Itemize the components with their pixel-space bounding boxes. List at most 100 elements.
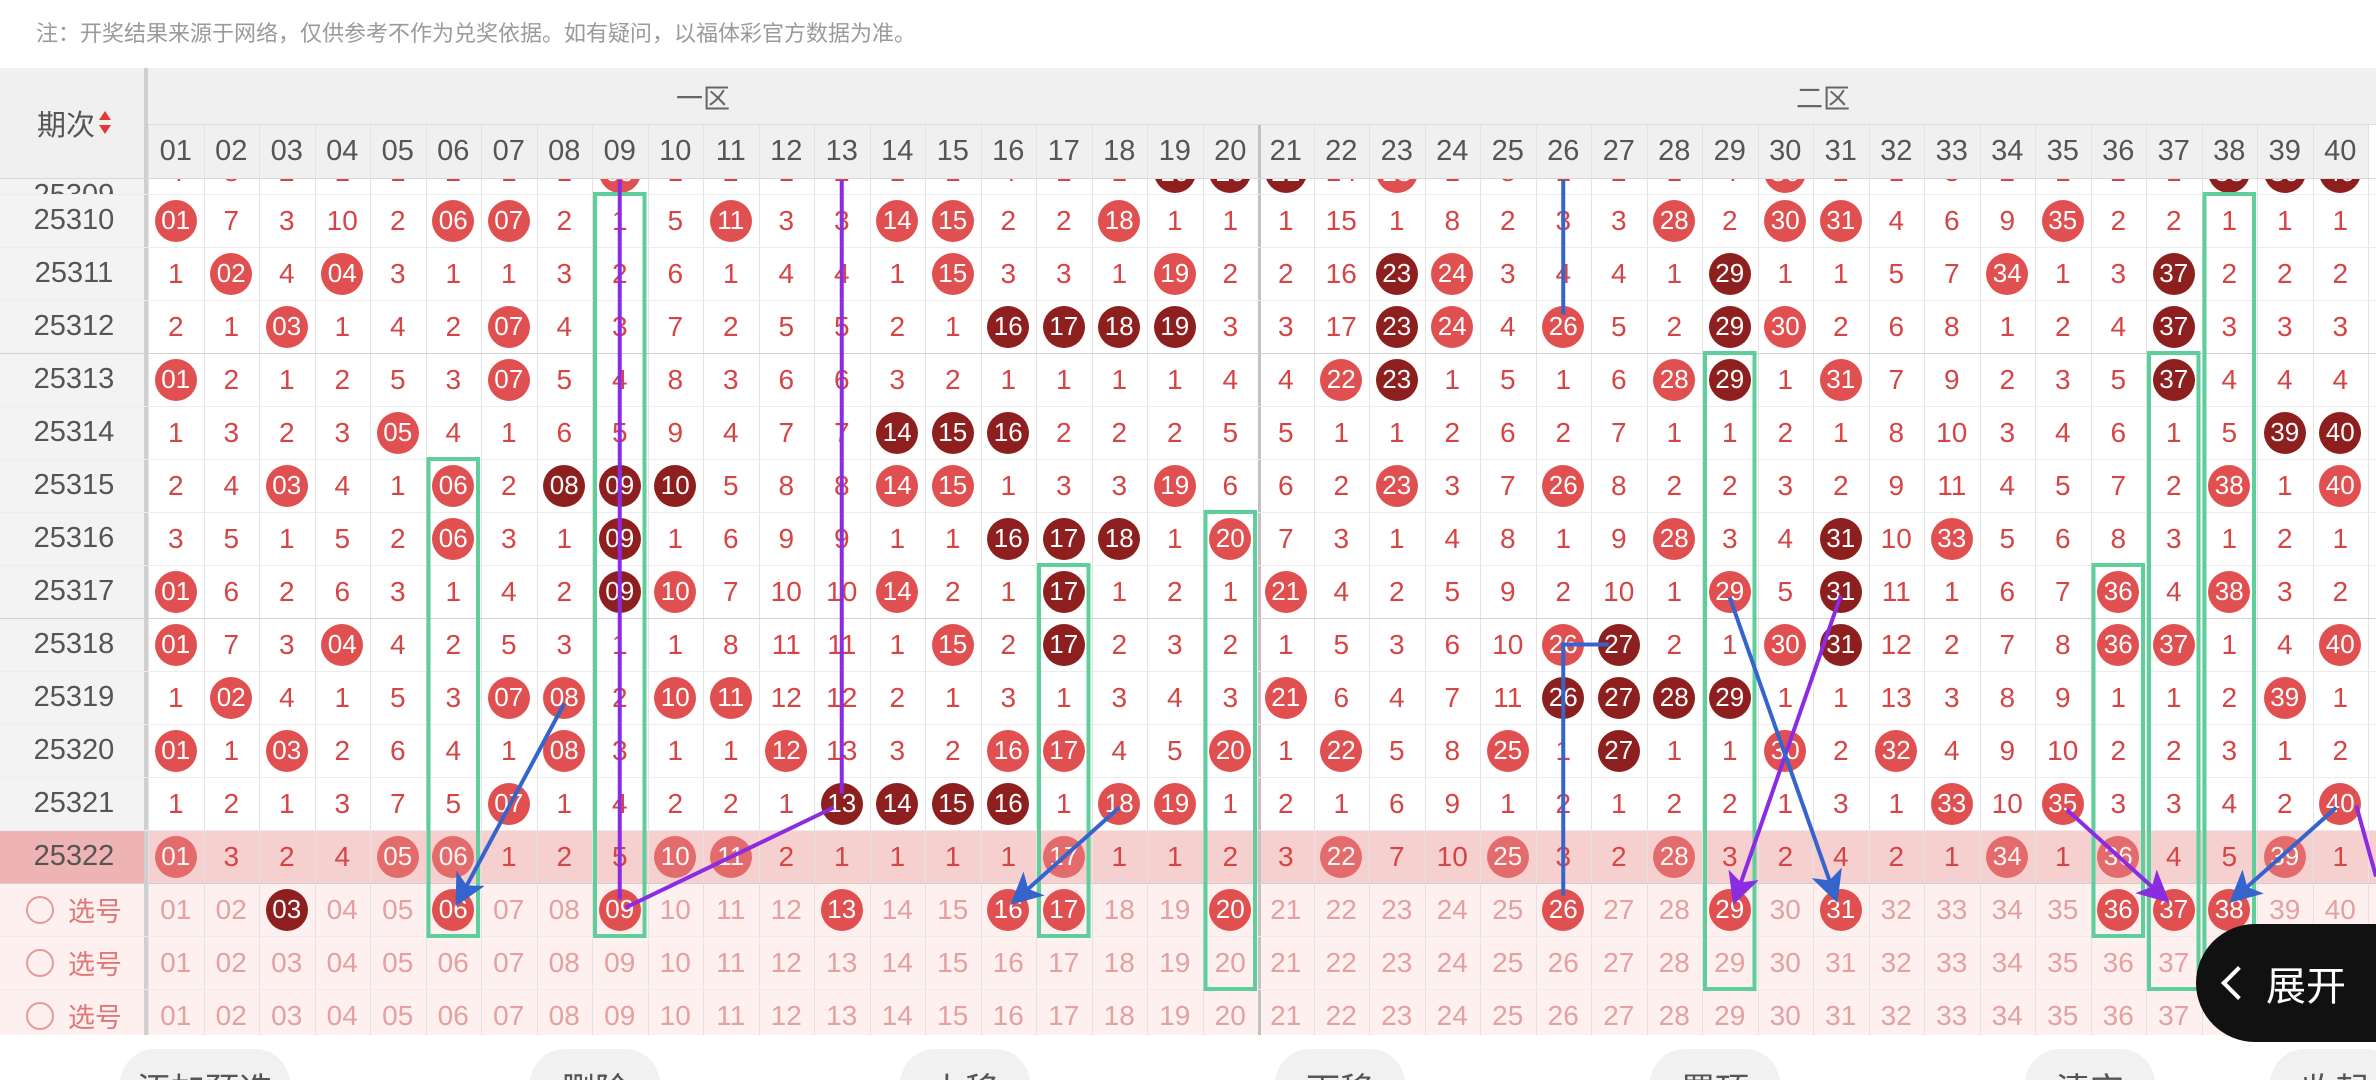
select-row-toggle[interactable]: 选号 (0, 936, 148, 989)
pick-number[interactable]: 19 (1159, 946, 1191, 978)
pick-number[interactable]: 26 (1547, 946, 1579, 978)
pick-number[interactable]: 08 (548, 893, 580, 925)
pick-number[interactable]: 36 (2091, 883, 2147, 936)
pick-number[interactable]: 21 (1270, 946, 1302, 978)
pick-number[interactable]: 13 (826, 999, 858, 1031)
pick-number[interactable]: 05 (382, 999, 414, 1031)
select-row-toggle[interactable]: 选号 (0, 883, 148, 936)
toolbar-button[interactable]: 添加预选 (120, 1049, 290, 1080)
pick-number[interactable]: 13 (826, 946, 858, 978)
pick-number[interactable]: 25 (1492, 893, 1524, 925)
pick-number[interactable]: 20 (1203, 883, 1259, 936)
pick-number[interactable]: 34 (1991, 999, 2023, 1031)
pick-number[interactable]: 06 (437, 946, 469, 978)
pick-number[interactable]: 15 (937, 893, 969, 925)
pick-number[interactable]: 30 (1769, 946, 1801, 978)
pick-number[interactable]: 06 (426, 883, 482, 936)
pick-number[interactable]: 29 (1714, 999, 1746, 1031)
picked-ball[interactable]: 03 (265, 888, 308, 931)
pick-number[interactable]: 35 (2047, 946, 2079, 978)
pick-number[interactable]: 34 (1991, 893, 2023, 925)
pick-number[interactable]: 18 (1103, 946, 1135, 978)
pick-number[interactable]: 17 (1048, 999, 1080, 1031)
pick-number[interactable]: 24 (1436, 893, 1468, 925)
pick-number[interactable]: 06 (437, 999, 469, 1031)
pick-number[interactable]: 25 (1492, 999, 1524, 1031)
pick-number[interactable]: 35 (2047, 999, 2079, 1031)
pick-number[interactable]: 15 (937, 946, 969, 978)
pick-number[interactable]: 16 (992, 999, 1024, 1031)
pick-number[interactable]: 24 (1436, 999, 1468, 1031)
pick-number[interactable]: 28 (1658, 999, 1690, 1031)
pick-number[interactable]: 18 (1103, 893, 1135, 925)
pick-number[interactable]: 16 (981, 883, 1037, 936)
pick-number[interactable]: 36 (2102, 999, 2134, 1031)
picked-ball[interactable]: 17 (1042, 888, 1085, 931)
pick-number[interactable]: 17 (1048, 946, 1080, 978)
pick-number[interactable]: 26 (1547, 999, 1579, 1031)
pick-number[interactable]: 07 (493, 893, 525, 925)
pick-number[interactable]: 02 (215, 893, 247, 925)
pick-number[interactable]: 09 (604, 946, 636, 978)
picked-ball[interactable]: 13 (820, 888, 863, 931)
pick-number[interactable]: 07 (493, 999, 525, 1031)
pick-number[interactable]: 21 (1270, 893, 1302, 925)
toolbar-button[interactable]: 置顶 (1650, 1049, 1780, 1080)
pick-number[interactable]: 28 (1658, 893, 1690, 925)
pick-number[interactable]: 37 (2146, 883, 2202, 936)
pick-number[interactable]: 07 (493, 946, 525, 978)
pick-number[interactable]: 23 (1381, 999, 1413, 1031)
pick-number[interactable]: 36 (2102, 946, 2134, 978)
pick-number[interactable]: 02 (215, 999, 247, 1031)
pick-number[interactable]: 32 (1880, 946, 1912, 978)
pick-number[interactable]: 14 (881, 946, 913, 978)
pick-number[interactable]: 31 (1813, 883, 1869, 936)
pick-number[interactable]: 28 (1658, 946, 1690, 978)
pick-number[interactable]: 14 (881, 893, 913, 925)
pick-number[interactable]: 09 (592, 883, 648, 936)
picked-ball[interactable]: 20 (1209, 888, 1252, 931)
pick-number[interactable]: 08 (548, 999, 580, 1031)
pick-number[interactable]: 19 (1159, 893, 1191, 925)
picked-ball[interactable]: 09 (598, 888, 641, 931)
pick-number[interactable]: 01 (160, 999, 192, 1031)
picked-ball[interactable]: 36 (2097, 888, 2140, 931)
pick-number[interactable]: 10 (659, 999, 691, 1031)
pick-number[interactable]: 27 (1603, 946, 1635, 978)
picked-ball[interactable]: 29 (1708, 888, 1751, 931)
picked-ball[interactable]: 26 (1542, 888, 1585, 931)
pick-number[interactable]: 33 (1936, 946, 1968, 978)
pick-number[interactable]: 04 (326, 999, 358, 1031)
toolbar-button[interactable]: 收起 (2270, 1049, 2376, 1080)
pick-number[interactable]: 32 (1880, 999, 1912, 1031)
pick-number[interactable]: 11 (716, 946, 746, 978)
pick-number[interactable]: 26 (1536, 883, 1592, 936)
pick-number[interactable]: 22 (1325, 999, 1357, 1031)
pick-number[interactable]: 11 (716, 893, 746, 925)
pick-number[interactable]: 03 (259, 883, 315, 936)
expand-button[interactable]: 展开 (2196, 924, 2376, 1042)
period-header[interactable]: 期次 (0, 68, 148, 178)
radio-icon[interactable] (26, 895, 54, 924)
radio-icon[interactable] (26, 948, 54, 977)
pick-number[interactable]: 37 (2158, 946, 2190, 978)
radio-icon[interactable] (26, 1001, 54, 1030)
pick-number[interactable]: 21 (1270, 999, 1302, 1031)
picked-ball[interactable]: 16 (987, 888, 1030, 931)
pick-number[interactable]: 34 (1991, 946, 2023, 978)
pick-number[interactable]: 25 (1492, 946, 1524, 978)
toolbar-button[interactable]: 删除 (530, 1049, 660, 1080)
pick-number[interactable]: 20 (1214, 946, 1246, 978)
pick-number[interactable]: 19 (1159, 999, 1191, 1031)
pick-number[interactable]: 10 (659, 893, 691, 925)
pick-number[interactable]: 17 (1036, 883, 1092, 936)
pick-number[interactable]: 24 (1436, 946, 1468, 978)
pick-number[interactable]: 12 (770, 893, 802, 925)
pick-number[interactable]: 22 (1325, 946, 1357, 978)
pick-number[interactable]: 16 (992, 946, 1024, 978)
pick-number[interactable]: 32 (1880, 893, 1912, 925)
pick-number[interactable]: 12 (770, 946, 802, 978)
pick-number[interactable]: 05 (382, 946, 414, 978)
pick-number[interactable]: 33 (1936, 999, 1968, 1031)
pick-number[interactable]: 27 (1603, 999, 1635, 1031)
